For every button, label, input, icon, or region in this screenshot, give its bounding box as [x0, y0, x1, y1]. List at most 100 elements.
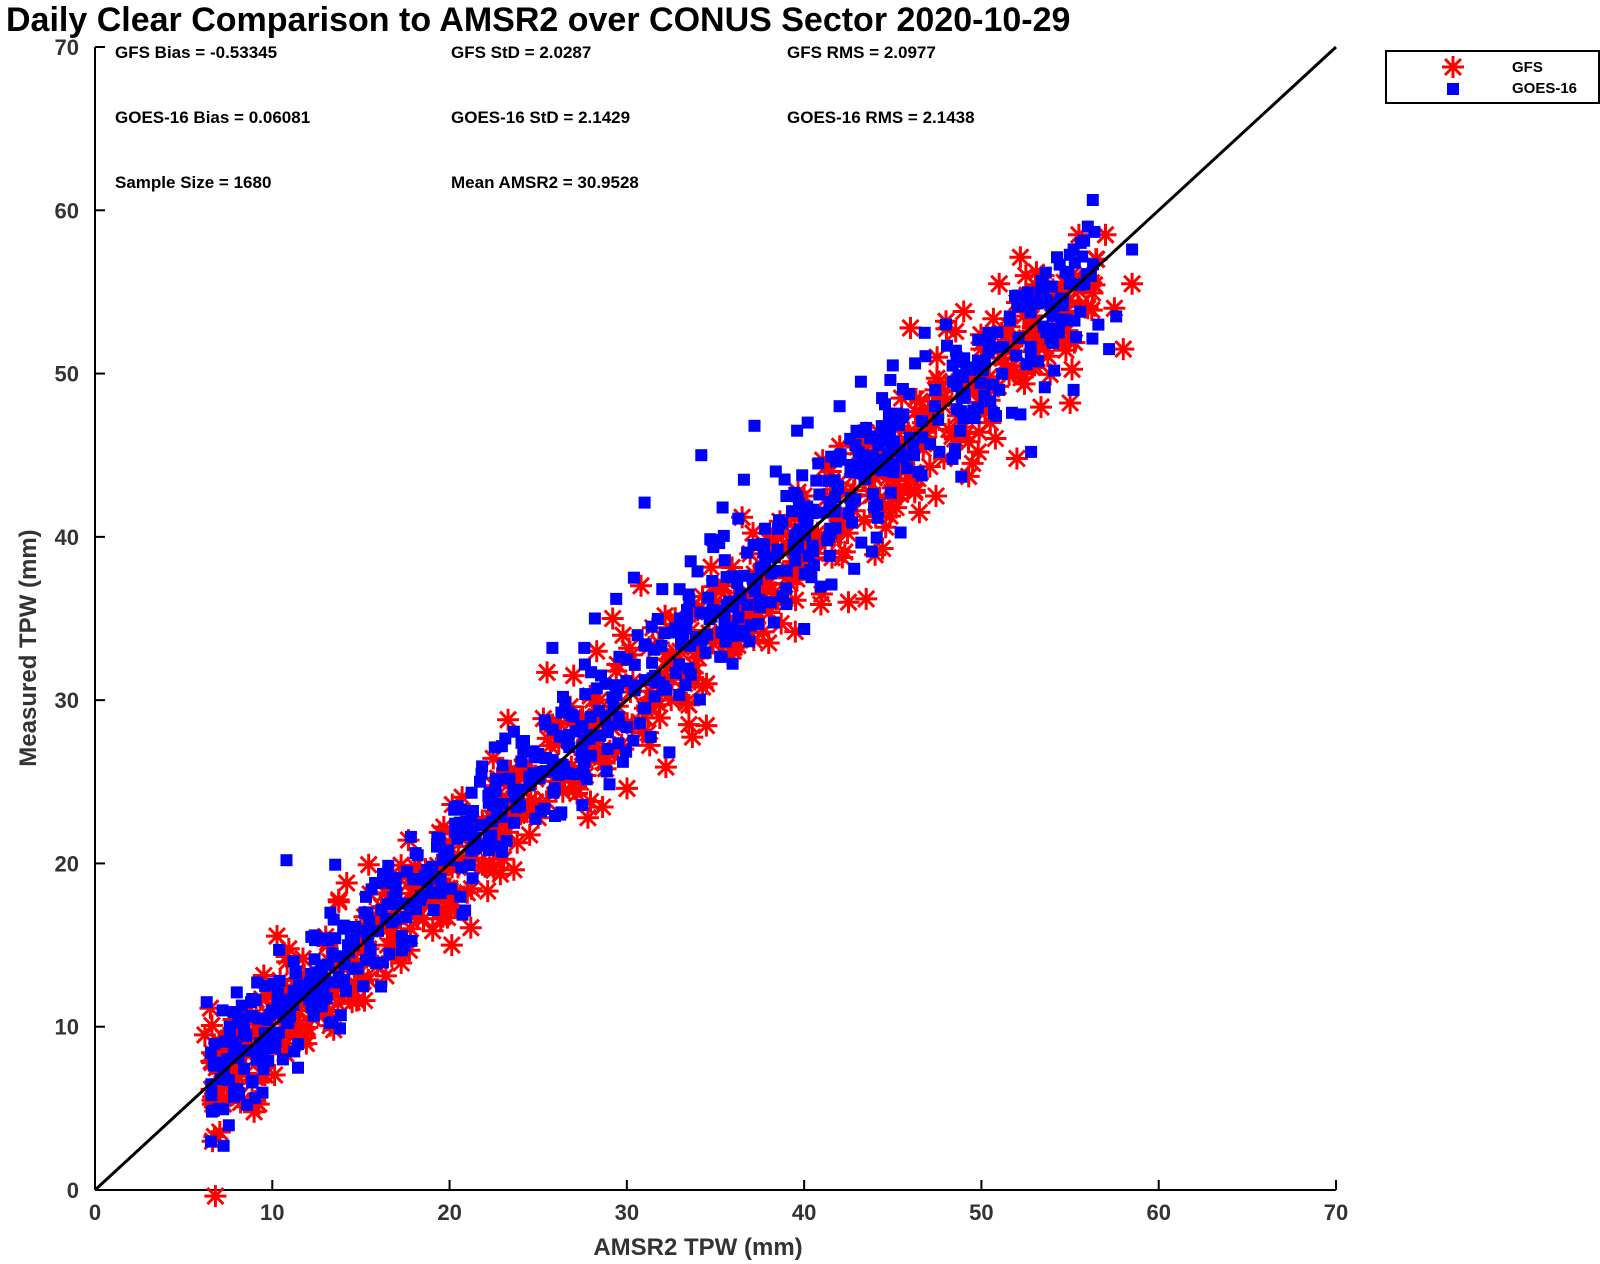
gfs-point: [1061, 358, 1083, 381]
goes16-point: [1092, 318, 1105, 331]
gfs-point: [908, 501, 931, 524]
goes16-point: [204, 1135, 217, 1148]
goes16-point: [669, 667, 682, 679]
goes16-point: [496, 845, 509, 858]
goes16-point: [754, 561, 767, 574]
goes16-point: [445, 882, 458, 895]
goes16-point: [1020, 358, 1033, 371]
goes16-point: [868, 501, 881, 514]
goes16-point: [380, 868, 393, 880]
goes16-point: [292, 1038, 304, 1051]
gfs-point: [925, 485, 947, 507]
goes16-point: [503, 772, 516, 785]
goes16-point: [715, 626, 728, 639]
goes16-point: [823, 549, 836, 562]
goes16-point: [732, 611, 745, 624]
goes16-point: [1081, 220, 1094, 233]
x-tick-label: 30: [615, 1200, 639, 1225]
stat-gfs-bias: GFS Bias = -0.53345: [115, 43, 277, 62]
goes16-point: [715, 650, 728, 663]
goes16-point: [600, 765, 613, 778]
gfs-point: [476, 880, 499, 903]
goes16-point: [338, 974, 350, 986]
goes16-point: [757, 545, 770, 558]
goes16-point: [946, 375, 959, 388]
goes16-point: [1024, 340, 1037, 353]
goes16-point: [315, 971, 328, 984]
goes16-point: [780, 490, 793, 502]
plot-axes: [94, 47, 1336, 1191]
goes16-point: [1039, 266, 1052, 279]
goes16-point: [897, 408, 910, 421]
goes16-point: [578, 658, 591, 671]
goes16-point: [603, 778, 616, 791]
goes16-point: [718, 554, 731, 567]
goes16-point: [364, 946, 377, 959]
goes16-point: [867, 488, 880, 500]
goes16-point: [326, 947, 339, 960]
goes16-point: [232, 1016, 245, 1029]
goes16-point: [769, 465, 782, 478]
gfs-point: [518, 823, 541, 846]
goes16-point: [381, 898, 394, 911]
goes16-point: [702, 591, 715, 604]
goes16-point: [900, 462, 913, 475]
y-tick-label: 60: [55, 198, 79, 223]
goes16-point: [965, 363, 978, 376]
goes16-point: [599, 677, 612, 690]
goes16-point: [1086, 332, 1099, 345]
gfs-point: [536, 661, 559, 684]
goes16-point: [855, 536, 868, 549]
goes16-point: [844, 461, 857, 474]
goes16-point: [216, 1004, 229, 1017]
gfs-point: [1121, 272, 1144, 295]
goes16-point: [1032, 355, 1045, 368]
goes16-point: [510, 801, 523, 814]
goes16-point: [663, 746, 676, 759]
goes16-point: [854, 375, 867, 388]
goes16-point: [805, 571, 818, 584]
goes16-point: [780, 598, 793, 611]
goes16-point: [612, 711, 625, 723]
goes16-point: [217, 1103, 230, 1116]
goes16-point: [674, 612, 686, 625]
goes16-point: [358, 906, 371, 919]
goes16-point: [252, 1012, 265, 1025]
goes16-point: [324, 906, 337, 919]
goes16-point: [347, 935, 360, 948]
gfs-point: [952, 300, 975, 323]
stat-sample-size: Sample Size = 1680: [115, 173, 271, 192]
goes16-point: [557, 690, 569, 703]
goes16-point: [954, 424, 967, 437]
goes16-point: [466, 872, 479, 885]
goes16-point: [638, 639, 651, 652]
gfs-point: [204, 1185, 227, 1208]
goes16-point: [658, 627, 671, 640]
goes16-point: [984, 395, 997, 408]
goes16-point: [276, 1053, 289, 1066]
goes16-point: [323, 1016, 336, 1029]
gfs-point: [1005, 447, 1028, 470]
goes16-point: [1037, 320, 1050, 333]
gfs-point: [984, 427, 1007, 450]
gfs-point: [335, 872, 358, 894]
goes16-point: [555, 706, 568, 719]
goes16-point: [400, 911, 413, 924]
goes16-point: [919, 350, 932, 363]
gfs-point: [327, 888, 350, 911]
goes16-point: [798, 623, 811, 635]
goes16-point: [929, 400, 941, 413]
goes16-point: [798, 510, 811, 523]
goes16-point: [961, 408, 974, 421]
gfs-point: [616, 777, 638, 800]
goes16-point: [273, 943, 286, 956]
goes16-point: [404, 830, 417, 843]
goes16-point: [482, 833, 495, 846]
goes16-point: [398, 939, 411, 952]
goes16-point: [200, 996, 213, 1009]
stat-goes-bias: GOES-16 Bias = 0.06081: [115, 108, 310, 127]
goes16-point: [1041, 296, 1054, 309]
goes16-point: [588, 612, 601, 625]
goes16-point: [357, 980, 370, 993]
goes16-point: [716, 501, 729, 514]
